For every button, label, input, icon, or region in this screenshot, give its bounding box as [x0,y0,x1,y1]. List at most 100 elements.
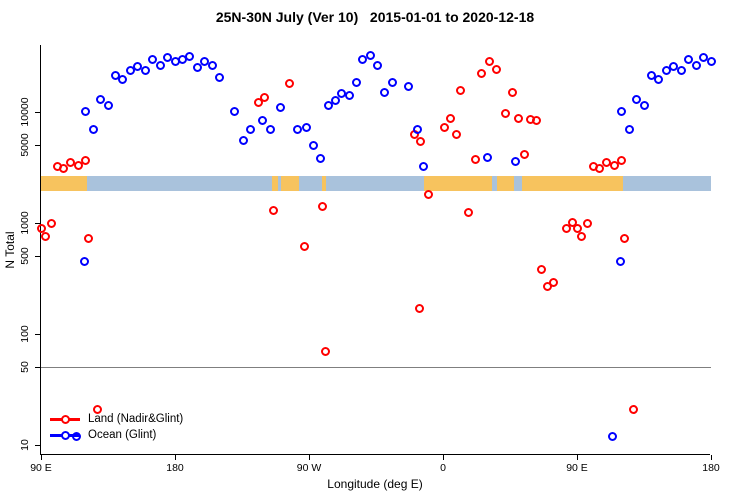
y-axis-title: N Total [3,231,17,269]
data-point-land [508,87,518,97]
data-point-ocean [301,123,311,133]
y-tick [35,145,40,147]
map-strip-segment-land [423,176,493,191]
data-point-ocean [155,60,165,70]
map-strip-segment-land [271,176,278,191]
data-point-land [609,160,619,170]
data-point-land [582,218,592,228]
y-tick [35,367,40,369]
y-tick-label: 5000 [19,133,31,158]
data-point-land [414,303,424,313]
data-point-land [532,116,542,126]
data-point-ocean [185,52,195,62]
legend-marker-icon [61,430,70,440]
data-point-land [416,137,426,147]
data-point-ocean [192,63,202,73]
x-tick [309,455,310,460]
data-point-ocean [654,75,664,85]
plot-area: 90 E 180 90 W 0 90 E 180 10 50 100 500 1000 5000 100… [19,45,720,474]
data-point-land [617,156,627,166]
data-point-ocean [344,91,354,101]
data-point-ocean [215,72,225,82]
data-point-ocean [419,162,429,172]
data-point-ocean [632,94,642,104]
x-tick-label: 180 [702,462,720,474]
data-point-ocean [148,55,158,65]
map-strip-segment-ocean [514,176,522,191]
data-point-ocean [617,106,627,116]
data-point-ocean [352,77,362,87]
reference-line [41,367,711,369]
data-point-land [562,223,572,233]
y-tick [35,112,40,113]
data-point-ocean [358,55,368,65]
data-point-ocean [387,77,397,87]
data-point-ocean [96,94,106,104]
data-point-ocean [88,125,98,135]
map-strip-segment-land [322,176,327,191]
legend-marker-icon [61,414,70,424]
x-tick-label: 90 W [296,462,322,474]
x-axis-title: Longitude (deg E) [327,477,423,491]
data-point-ocean [230,107,240,117]
data-point-ocean [646,70,656,80]
data-point-ocean [661,66,671,76]
x-tick-label: 90 E [566,462,588,474]
data-point-land [81,156,91,166]
data-point-land [629,404,639,414]
data-point-land [492,65,502,75]
data-point-ocean [404,81,414,91]
x-tick-label: 180 [166,462,184,474]
y-tick [35,256,40,258]
y-tick [35,334,40,335]
map-strip-segment-land [521,176,624,191]
map-strip-segment-ocean [298,176,323,191]
data-point-land [93,404,103,414]
data-point-land [548,278,558,288]
data-point-ocean [639,100,649,110]
data-point-land [520,150,530,160]
data-point-land [536,265,546,275]
data-point-land [253,97,263,107]
data-point-land [501,109,511,119]
data-point-land [620,233,630,243]
data-point-land [451,129,461,139]
data-point-ocean [380,87,390,97]
data-point-land [317,202,327,212]
data-point-ocean [608,431,618,441]
y-tick [35,445,40,446]
data-point-ocean [676,66,686,76]
data-point-land [439,123,449,133]
x-tick-label: 0 [440,462,446,474]
data-point-land [268,205,278,215]
data-point-ocean [125,66,135,76]
data-point-ocean [103,100,113,110]
y-tick-label: 10000 [19,97,31,127]
data-point-land [456,86,466,96]
map-strip-segment-ocean [492,176,497,191]
map-strip-segment-ocean [623,176,711,191]
y-tick-label: 100 [19,325,31,343]
data-point-land [576,231,586,241]
data-point-land [40,231,50,241]
data-point-land [259,93,269,103]
data-point-land [514,114,524,124]
data-point-land [463,207,473,217]
data-point-ocean [624,125,634,135]
data-point-ocean [265,125,275,135]
data-point-land [471,155,481,165]
data-point-land [36,223,46,233]
data-point-ocean [258,115,268,125]
map-strip-segment-land [41,176,88,191]
data-point-ocean [413,125,423,135]
data-point-ocean [118,75,128,85]
data-point-land [484,57,494,66]
data-point-ocean [79,256,89,266]
data-point-ocean [323,100,333,110]
data-point-land [445,113,455,123]
data-point-ocean [316,154,326,164]
map-strip-segment-land [281,176,299,191]
data-point-ocean [81,106,91,116]
data-point-land [477,69,487,79]
